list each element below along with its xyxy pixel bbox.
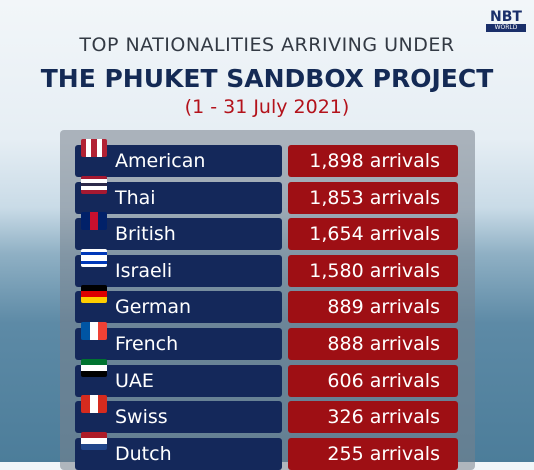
flag-stripe [81,358,107,365]
flag-stripe [81,291,107,298]
arrivals: 888 arrivals [288,328,458,360]
nationality: Swiss [75,401,282,434]
arrivals: 1,898 arrivals [288,145,458,177]
flag-stripe [81,443,107,450]
flag-stripe [89,212,99,231]
flag-stripe [98,322,107,340]
flag-stripe [98,212,107,231]
flag-stripe [81,260,107,264]
nationality: UAE [75,364,282,397]
flag-icon [81,431,107,450]
flag-stripe [86,139,92,157]
flag-icon [81,248,107,267]
nationality: Israeli [75,254,282,287]
flag-stripe [81,322,90,340]
arrivals: 1,853 arrivals [288,181,458,214]
flag-stripe [81,175,107,180]
header-line: TOP NATIONALITIES ARRIVING UNDER [79,34,455,56]
arrivals: 326 arrivals [288,401,458,434]
flag-stripe [81,186,107,190]
flag-icon [81,139,107,157]
arrivals: 889 arrivals [288,291,458,324]
flag-icon [81,212,107,231]
flag-stripe [89,395,99,414]
flag-icon [81,395,107,414]
flag-stripe [81,257,107,261]
arrivals: 1,580 arrivals [288,254,458,287]
flag-stripe [81,263,107,267]
flag-stripe [81,395,90,414]
flag-stripe [89,322,99,340]
logo-name: NBT [490,9,522,25]
flag-stripe [91,139,97,157]
flag-stripe [81,297,107,304]
flag-stripe [81,179,107,183]
flag-icon [81,285,107,304]
flag-stripe [81,139,87,157]
flag-stripe [101,139,107,157]
flag-icon [81,175,107,194]
nationality: American [75,145,282,177]
logo-sub: WORLD [486,24,526,32]
flag-stripe [98,395,107,414]
flag-stripe [81,182,107,187]
flag-stripe [81,212,90,231]
flag-stripe [81,254,107,258]
arrivals: 255 arrivals [288,437,458,470]
flag-stripe [81,370,107,377]
header-title: THE PHUKET SANDBOX PROJECT [40,64,494,93]
flag-stripe [81,248,107,252]
nationality: Thai [75,181,282,214]
nationality: French [75,328,282,360]
flag-stripe [96,139,102,157]
header-date: (1 - 31 July 2021) [184,96,350,118]
flag-stripe [81,364,107,371]
flag-stripe [81,437,107,444]
logo: NBT WORLD [486,10,526,32]
nationality: German [75,291,282,324]
flag-icon [81,322,107,340]
arrivals: 1,654 arrivals [288,218,458,251]
nationality: British [75,218,282,251]
flag-stripe [81,251,107,255]
flag-stripe [81,285,107,292]
flag-stripe [81,431,107,438]
flag-icon [81,358,107,377]
arrivals: 606 arrivals [288,364,458,397]
flag-stripe [81,189,107,194]
